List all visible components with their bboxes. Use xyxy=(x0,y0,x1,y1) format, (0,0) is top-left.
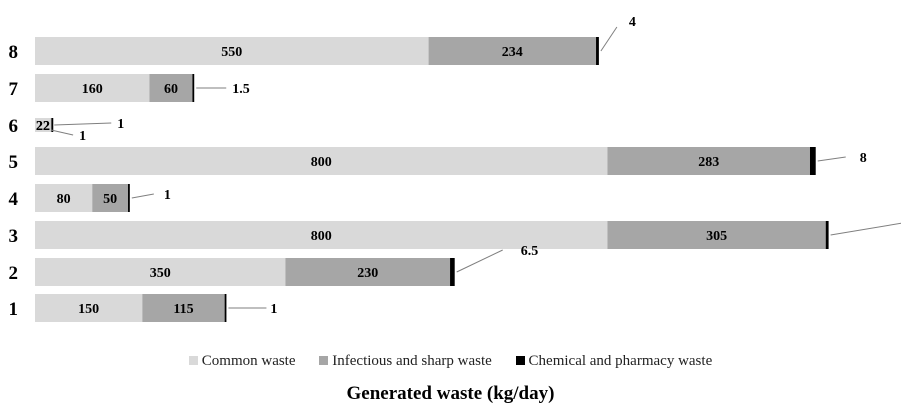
legend-item-infectious-waste: Infectious and sharp waste xyxy=(319,353,492,370)
data-label-common-waste-7: 160 xyxy=(82,82,103,97)
bar-infectious-and-sharp-waste-5 xyxy=(607,147,810,175)
data-label-chemical-and-pharmacy-waste-8: 4 xyxy=(629,15,636,30)
data-label-infectious-and-sharp-waste-3: 305 xyxy=(706,229,727,244)
callout-line-chemical-4 xyxy=(131,193,154,199)
callout-line-infectious-6 xyxy=(50,129,74,136)
data-label-infectious-and-sharp-waste-4: 50 xyxy=(103,192,117,207)
legend-swatch-common-waste xyxy=(188,356,198,365)
bar-chemical-and-pharmacy-waste-1 xyxy=(224,294,227,322)
data-label-common-waste-6: 22 xyxy=(36,119,50,134)
data-label-chemical-and-pharmacy-waste-2: 6.5 xyxy=(521,244,539,259)
bar-common-waste-3 xyxy=(35,221,608,249)
callout-line-chemical-8 xyxy=(600,26,618,52)
data-label-chemical-and-pharmacy-waste-7: 1.5 xyxy=(232,82,250,97)
data-label-common-waste-2: 350 xyxy=(150,266,171,281)
bar-common-waste-7 xyxy=(35,74,150,102)
bar-common-waste-6 xyxy=(35,118,51,132)
bar-infectious-and-sharp-waste-4 xyxy=(92,184,129,212)
bar-chemical-and-pharmacy-waste-6 xyxy=(51,118,54,132)
legend-label-common-waste: Common waste xyxy=(201,353,296,369)
data-label-infectious-and-sharp-waste-8: 234 xyxy=(502,45,523,60)
legend-item-chemical-waste: Chemical and pharmacy waste xyxy=(515,353,713,370)
data-label-chemical-and-pharmacy-waste-1: 1 xyxy=(270,302,277,317)
bar-common-waste-8 xyxy=(35,37,429,65)
bar-chemical-and-pharmacy-waste-4 xyxy=(128,184,130,212)
data-label-infectious-and-sharp-waste-6: 1 xyxy=(79,129,86,144)
bar-chemical-and-pharmacy-waste-3 xyxy=(825,221,829,249)
callout-line-chemical-3 xyxy=(830,222,901,236)
bar-common-waste-5 xyxy=(35,147,608,175)
data-label-infectious-and-sharp-waste-1: 115 xyxy=(173,302,193,317)
legend-label-chemical-waste: Chemical and pharmacy waste xyxy=(528,353,713,369)
data-label-common-waste-8: 550 xyxy=(221,45,242,60)
legend-swatch-infectious-waste xyxy=(319,356,329,365)
bar-common-waste-2 xyxy=(35,258,286,286)
category-label-6: 6 xyxy=(9,116,19,137)
bar-chemical-and-pharmacy-waste-7 xyxy=(192,74,195,102)
callout-line-chemical-6 xyxy=(54,122,112,126)
bar-infectious-and-sharp-waste-8 xyxy=(428,37,597,65)
data-label-common-waste-3: 800 xyxy=(311,229,332,244)
data-label-common-waste-5: 800 xyxy=(311,155,332,170)
data-label-chemical-and-pharmacy-waste-5: 8 xyxy=(860,151,867,166)
category-label-5: 5 xyxy=(9,152,19,173)
category-label-7: 7 xyxy=(9,79,19,100)
category-label-8: 8 xyxy=(9,42,19,63)
bar-infectious-and-sharp-waste-3 xyxy=(607,221,826,249)
data-label-chemical-and-pharmacy-waste-4: 1 xyxy=(164,188,171,203)
callout-line-chemical-2 xyxy=(456,249,503,273)
data-label-common-waste-6: 22 xyxy=(36,119,50,134)
category-label-4: 4 xyxy=(9,189,19,210)
bar-chemical-and-pharmacy-waste-8 xyxy=(596,37,599,65)
legend-label-infectious-waste: Infectious and sharp waste xyxy=(332,353,492,369)
data-label-chemical-and-pharmacy-waste-6: 1 xyxy=(117,117,124,132)
bar-infectious-and-sharp-waste-1 xyxy=(142,294,225,322)
legend-item-common-waste: Common waste xyxy=(188,353,296,370)
data-label-common-waste-4: 80 xyxy=(57,192,71,207)
x-axis-title: Generated waste (kg/day) xyxy=(346,383,555,404)
bar-chemical-and-pharmacy-waste-2 xyxy=(450,258,455,286)
legend: Common waste Infectious and sharp waste … xyxy=(0,353,901,370)
bar-infectious-and-sharp-waste-2 xyxy=(285,258,451,286)
bar-chemical-and-pharmacy-waste-5 xyxy=(809,147,816,175)
category-label-2: 2 xyxy=(9,263,19,284)
bar-common-waste-4 xyxy=(35,184,93,212)
category-label-1: 1 xyxy=(9,299,19,320)
bar-common-waste-1 xyxy=(35,294,143,322)
bar-infectious-and-sharp-waste-7 xyxy=(149,74,193,102)
callout-line-chemical-5 xyxy=(817,156,846,162)
legend-swatch-chemical-waste xyxy=(515,356,525,365)
data-label-infectious-and-sharp-waste-5: 283 xyxy=(698,155,719,170)
category-label-3: 3 xyxy=(9,226,19,247)
data-label-infectious-and-sharp-waste-7: 60 xyxy=(164,82,178,97)
bar-infectious-and-sharp-waste-6 xyxy=(50,118,52,132)
data-label-common-waste-1: 150 xyxy=(78,302,99,317)
data-label-infectious-and-sharp-waste-2: 230 xyxy=(357,266,378,281)
